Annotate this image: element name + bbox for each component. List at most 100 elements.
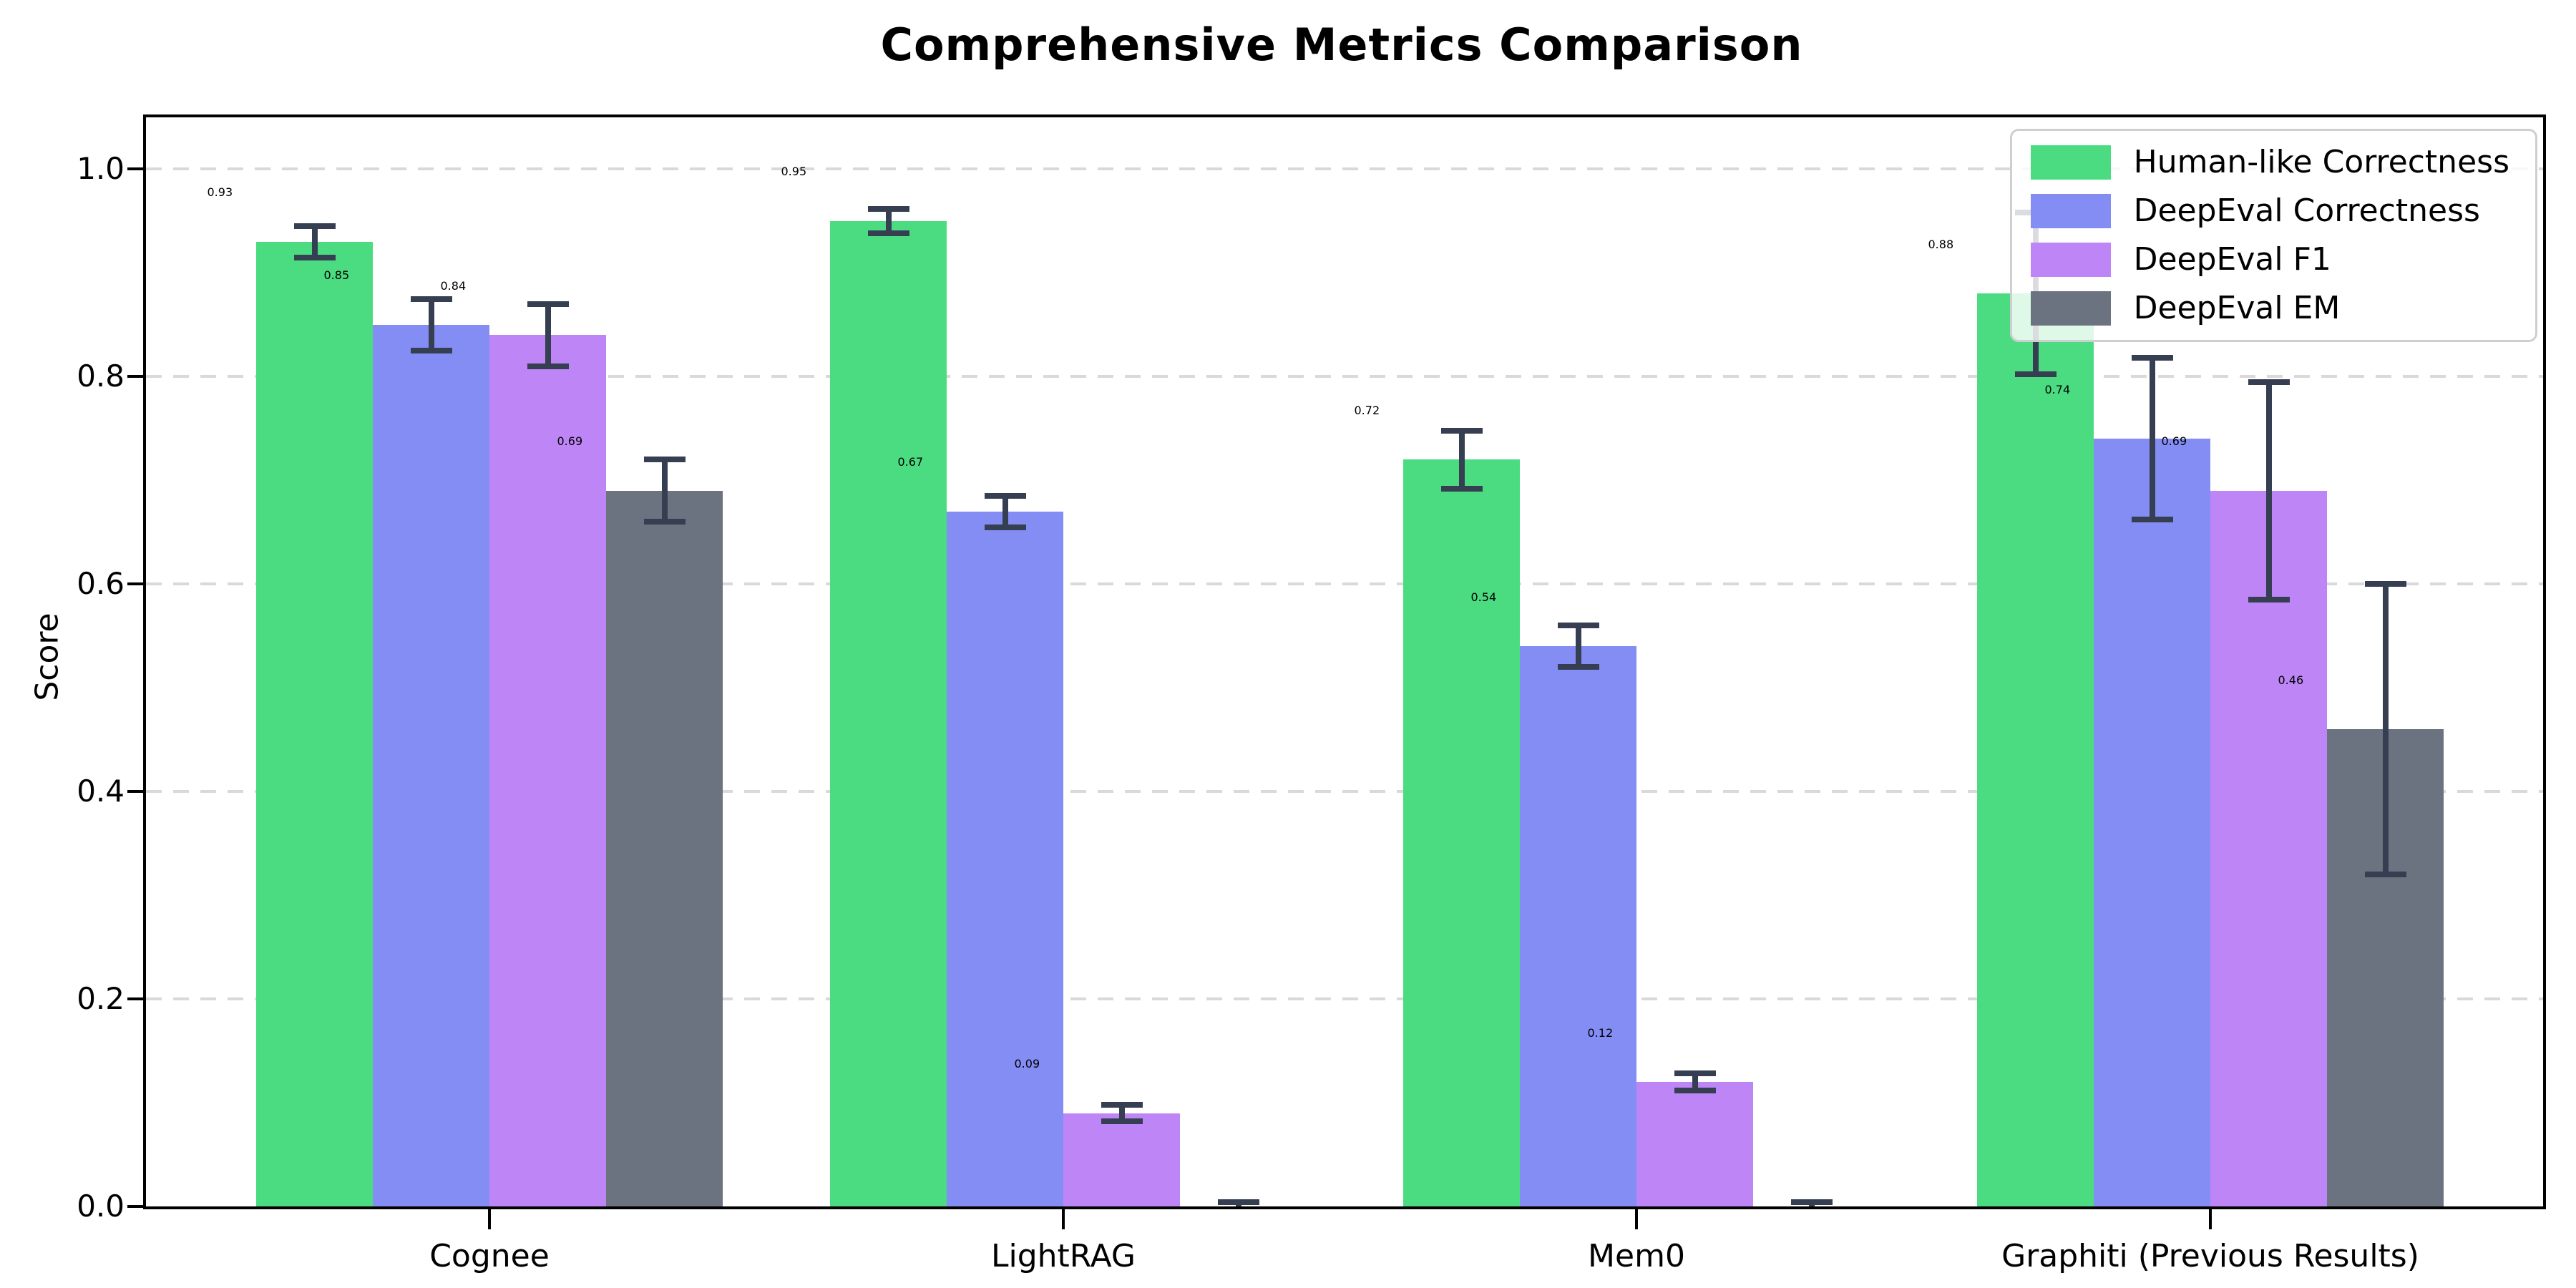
value-label: 0.67: [897, 455, 924, 469]
y-axis-label: Score: [29, 613, 65, 701]
error-bar-cap: [984, 493, 1026, 499]
legend-swatch-icon: [2030, 194, 2111, 228]
error-bar: [1692, 1073, 1698, 1091]
bar: [606, 490, 723, 1206]
error-bar-cap: [2131, 517, 2173, 523]
value-label: 0.85: [323, 268, 350, 283]
error-bar-cap: [527, 363, 569, 369]
error-bar-cap: [1674, 1087, 1716, 1093]
y-tick: [127, 997, 143, 1001]
chart-title: Comprehensive Metrics Comparison: [880, 19, 1803, 71]
value-label: 0.69: [557, 434, 583, 449]
value-label: 0.95: [781, 165, 807, 179]
legend-item-label: DeepEval EM: [2133, 290, 2341, 326]
legend-item-label: DeepEval Correctness: [2133, 192, 2480, 229]
bar: [830, 220, 947, 1206]
y-tick-label: 1.0: [77, 151, 125, 187]
error-bar: [2382, 584, 2389, 875]
y-tick-label: 0.4: [77, 774, 125, 809]
error-bar-cap: [2248, 597, 2290, 603]
x-tick: [488, 1209, 491, 1229]
error-bar: [2265, 381, 2272, 600]
bar: [2094, 439, 2210, 1206]
gridline: [146, 997, 2543, 1001]
gridline: [146, 375, 2543, 379]
error-bar-cap: [1674, 1070, 1716, 1077]
y-tick-label: 0.2: [77, 981, 125, 1017]
value-label: 0.54: [1470, 590, 1497, 604]
value-label: 0.84: [440, 278, 467, 293]
error-bar-cap: [410, 348, 452, 354]
bar: [1520, 646, 1636, 1206]
error-bar-cap: [1101, 1118, 1143, 1125]
gridline: [146, 167, 2543, 171]
error-bar-cap: [1217, 1199, 1259, 1206]
error-bar-cap: [293, 223, 336, 230]
error-bar: [1118, 1104, 1125, 1122]
error-bar-cap: [1440, 427, 1483, 434]
value-label: 0.46: [2278, 673, 2304, 687]
value-label: 0.69: [2161, 434, 2187, 449]
error-bar: [311, 226, 318, 258]
error-bar-cap: [1790, 1199, 1833, 1206]
error-bar-cap: [2014, 371, 2057, 378]
error-bar: [428, 298, 434, 351]
error-bar-cap: [2364, 872, 2406, 878]
legend-item: DeepEval F1: [2030, 241, 2509, 278]
error-bar-cap: [984, 524, 1026, 530]
value-label: 0.12: [1587, 1025, 1614, 1040]
bar: [2210, 490, 2327, 1206]
error-bar-cap: [2364, 581, 2406, 587]
bar: [256, 241, 373, 1206]
x-tick: [1635, 1209, 1638, 1229]
legend-item: Human-like Correctness: [2030, 144, 2509, 181]
y-tick: [127, 167, 143, 171]
y-tick: [127, 582, 143, 586]
error-bar: [2149, 358, 2155, 520]
legend-swatch-icon: [2030, 243, 2111, 277]
y-tick: [127, 375, 143, 379]
value-label: 0.72: [1354, 403, 1380, 417]
bar: [1063, 1113, 1180, 1206]
error-bar: [661, 459, 668, 522]
error-bar-cap: [867, 230, 909, 237]
error-bar-cap: [1557, 664, 1599, 670]
gridline: [146, 582, 2543, 586]
value-label: 0.74: [2044, 382, 2071, 396]
bar: [1403, 459, 1520, 1206]
y-tick: [127, 790, 143, 794]
legend-swatch-icon: [2030, 145, 2111, 180]
x-tick-label: LightRAG: [990, 1238, 1136, 1274]
y-tick-label: 0.8: [77, 358, 125, 394]
x-tick-label: Graphiti (Previous Results): [2001, 1238, 2419, 1274]
legend-item: DeepEval EM: [2030, 290, 2509, 327]
error-bar-cap: [410, 296, 452, 302]
x-tick: [1062, 1209, 1065, 1229]
legend-swatch-icon: [2030, 291, 2111, 326]
x-tick-label: Cognee: [429, 1238, 550, 1274]
legend-item: DeepEval Correctness: [2030, 192, 2509, 230]
error-bar: [1002, 496, 1008, 527]
error-bar-cap: [1557, 623, 1599, 629]
error-bar-cap: [2248, 379, 2290, 385]
y-tick: [127, 1205, 143, 1208]
bar: [947, 511, 1063, 1206]
error-bar-cap: [643, 519, 686, 525]
error-bar: [545, 303, 551, 366]
y-tick-label: 0.6: [77, 566, 125, 602]
bar: [1636, 1082, 1753, 1206]
bar: [373, 324, 489, 1206]
x-tick: [2209, 1209, 2212, 1229]
error-bar-cap: [643, 457, 686, 463]
error-bar: [885, 208, 892, 234]
error-bar-cap: [2131, 355, 2173, 361]
error-bar: [1458, 430, 1465, 489]
y-tick-label: 0.0: [77, 1189, 125, 1224]
legend: Human-like Correctness DeepEval Correctne…: [2009, 129, 2537, 342]
bar: [1977, 293, 2094, 1206]
error-bar: [1575, 625, 1581, 668]
value-label: 0.93: [207, 185, 233, 200]
plot-area: 0.0 0.2 0.4 0.6 0.8 1.0 Cognee LightRAG Mem0 Grap…: [77, 114, 2546, 1274]
error-bar-cap: [527, 301, 569, 307]
